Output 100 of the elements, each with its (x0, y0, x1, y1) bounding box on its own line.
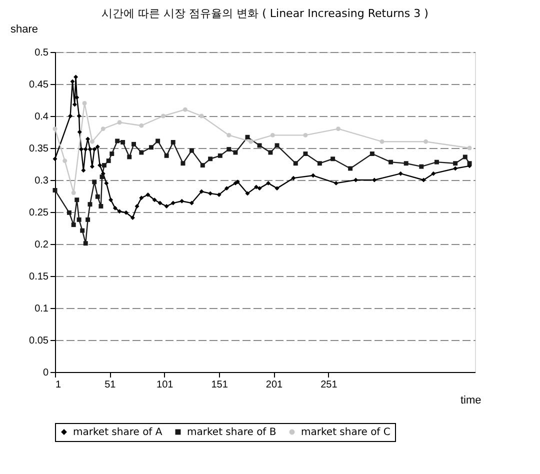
y-axis-title: share (10, 24, 38, 36)
point (245, 191, 250, 196)
point (274, 186, 280, 191)
x-tick-label: 201 (266, 380, 284, 390)
point (421, 178, 426, 182)
point (156, 138, 160, 144)
point (462, 154, 468, 160)
point (164, 153, 169, 158)
point (303, 132, 308, 138)
point (115, 138, 120, 144)
point (66, 210, 72, 215)
point (76, 217, 82, 222)
point (74, 74, 78, 80)
point (90, 139, 94, 144)
point (98, 163, 102, 168)
point (216, 192, 222, 197)
point (199, 189, 204, 194)
point (270, 132, 275, 138)
point (291, 176, 296, 180)
point (248, 139, 254, 144)
point (117, 120, 122, 125)
point (95, 194, 100, 199)
point (82, 100, 87, 106)
point (70, 79, 75, 84)
point (76, 114, 82, 118)
point (72, 102, 77, 107)
y-tick-label: 0.5 (34, 48, 49, 58)
point (92, 147, 97, 152)
point (170, 200, 176, 206)
point (431, 171, 436, 176)
point (110, 152, 114, 156)
point (146, 192, 150, 197)
point (254, 184, 258, 190)
point (226, 147, 232, 152)
point (117, 209, 122, 214)
legend-label: market share of C (301, 427, 390, 438)
point (106, 158, 111, 164)
point (152, 198, 157, 202)
y-tick-label: 0 (42, 368, 49, 378)
point (74, 198, 80, 202)
point (293, 161, 298, 166)
x-tick-label: 251 (320, 380, 338, 390)
point (158, 200, 162, 206)
point (208, 191, 213, 196)
point (52, 156, 58, 162)
point (92, 180, 97, 184)
point (388, 160, 394, 164)
point (132, 142, 136, 146)
point (112, 206, 118, 210)
point (127, 154, 132, 160)
point (189, 148, 194, 153)
point (139, 196, 144, 200)
y-tick-label: 0.35 (29, 144, 49, 154)
point (104, 180, 109, 186)
point (434, 160, 439, 164)
point (453, 161, 458, 166)
point (120, 140, 126, 144)
point (62, 158, 68, 164)
legend-label: market share of A (73, 427, 162, 438)
point (124, 210, 128, 215)
point (88, 202, 92, 207)
point (130, 216, 135, 220)
point (303, 152, 308, 156)
point (398, 171, 403, 176)
point (95, 144, 100, 149)
point (467, 161, 472, 166)
point (68, 114, 73, 118)
point (233, 150, 238, 155)
point (317, 161, 322, 166)
point (224, 186, 229, 191)
point (88, 147, 92, 152)
point (268, 150, 273, 155)
point (108, 198, 114, 202)
point (348, 166, 353, 171)
x-axis-title: time (460, 394, 482, 406)
legend-label: market share of B (187, 427, 276, 438)
point (226, 132, 232, 138)
point (467, 146, 472, 150)
point (139, 123, 144, 128)
point (180, 198, 184, 204)
point (161, 114, 166, 118)
point (86, 217, 90, 222)
point (334, 180, 338, 186)
x-tick-label: 51 (104, 380, 116, 390)
point (100, 174, 104, 180)
point (170, 140, 176, 144)
y-tick-label: 0.25 (29, 208, 49, 218)
y-tick-label: 0.45 (29, 80, 49, 90)
point (424, 139, 428, 144)
point (274, 143, 280, 148)
point (453, 166, 458, 171)
y-tick-label: 0.1 (34, 304, 49, 314)
point (98, 204, 104, 208)
point (83, 147, 88, 152)
point (134, 204, 140, 208)
point (80, 228, 85, 233)
y-tick-label: 0.2 (34, 240, 49, 250)
point (380, 139, 384, 144)
point (149, 145, 154, 150)
point (199, 114, 204, 118)
